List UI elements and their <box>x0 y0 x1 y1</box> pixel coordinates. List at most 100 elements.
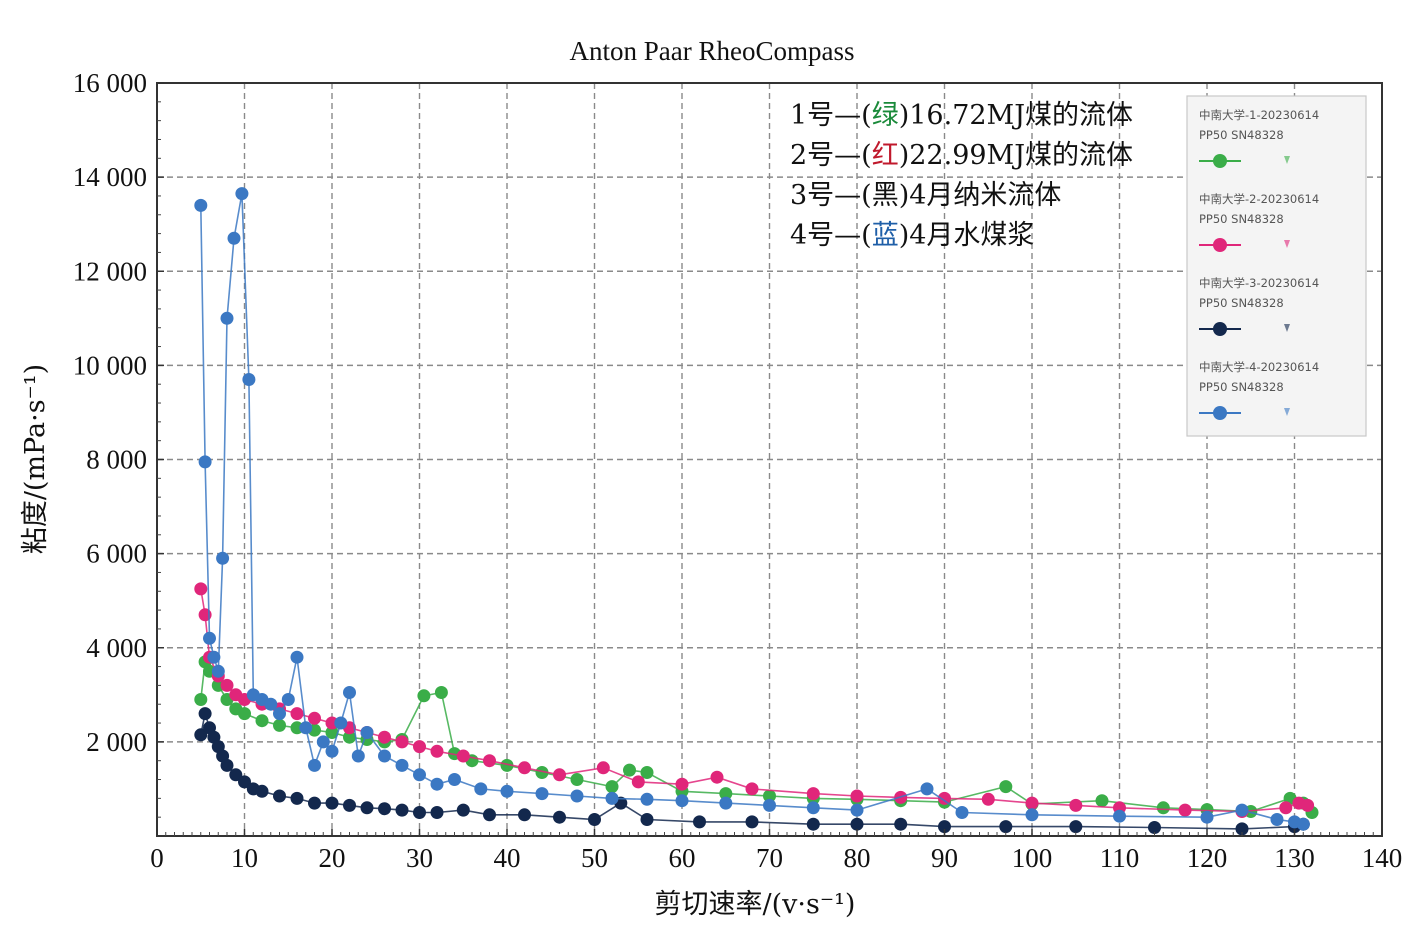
x-tick-label: 100 <box>1012 843 1053 873</box>
annotation-line-4: 4号—(蓝)4月水煤浆 <box>790 220 1034 251</box>
series-1-point <box>719 787 733 801</box>
series-4-point <box>640 792 654 806</box>
series-2-point <box>850 789 864 803</box>
series-layer <box>194 187 1319 836</box>
legend-item-name: 中南大学-1-20230614 <box>1199 108 1319 122</box>
y-tick-label: 2 000 <box>86 727 147 757</box>
series-3-point <box>413 806 426 819</box>
ticks <box>156 82 1383 836</box>
x-tick-label: 140 <box>1362 843 1403 873</box>
x-tick-label: 30 <box>406 843 433 873</box>
series-2-point <box>745 782 759 796</box>
series-4-point <box>1113 809 1126 823</box>
series-3-point <box>378 802 391 816</box>
series-3-point <box>894 817 908 831</box>
legend-sub-marker <box>1284 240 1290 248</box>
series-3-point <box>308 796 321 810</box>
series-4-point <box>281 693 295 706</box>
series-4-point <box>500 784 514 798</box>
series-2-point <box>518 761 531 775</box>
series-3-point <box>220 758 234 772</box>
series-1-point <box>273 718 286 732</box>
series-4-point <box>351 749 365 763</box>
series-4-point <box>227 231 241 245</box>
series-1-point <box>763 789 776 803</box>
series-2-point <box>1301 798 1315 812</box>
series-4-point <box>299 721 313 735</box>
legend-marker <box>1213 154 1227 168</box>
y-tick-label: 6 000 <box>86 539 147 569</box>
series-1-point <box>255 714 269 728</box>
series-3-point <box>999 820 1013 834</box>
y-axis-label: 粘度/(mPa·s⁻¹) <box>20 364 51 554</box>
annotations: 1号—(绿)16.72MJ煤的流体 2号—(红)22.99MJ煤的流体 3号—(黑)… <box>790 100 1133 251</box>
series-4-point <box>343 686 356 699</box>
series-3-point <box>518 808 531 822</box>
series-3-point <box>850 817 864 831</box>
series-3-point <box>745 815 759 829</box>
series-3-point <box>343 798 356 812</box>
series-4-point <box>290 650 304 664</box>
legend-item-name: 中南大学-3-20230614 <box>1199 276 1319 290</box>
series-4-point <box>1025 808 1039 822</box>
x-tick-labels: 0 10 20 30 40 50 60 70 80 90 100 110 120 130 140 <box>150 843 1402 873</box>
series-2-line <box>200 588 1308 813</box>
series-4-point <box>448 773 461 786</box>
series-2-point <box>456 749 470 763</box>
legend-item-sub: PP50 SN48328 <box>1199 380 1284 394</box>
x-tick-label: 120 <box>1187 843 1228 873</box>
series-3-point <box>273 789 286 803</box>
legend-item-sub: PP50 SN48328 <box>1199 212 1284 226</box>
legend-item-sub: PP50 SN48328 <box>1199 296 1284 310</box>
series-3-point <box>255 784 269 798</box>
series-2-point <box>430 744 444 758</box>
series-2-point <box>631 775 645 789</box>
y-tick-label: 4 000 <box>86 633 147 663</box>
series-2-point <box>395 735 409 749</box>
series-4-point <box>273 707 286 721</box>
legend-item-4: 中南大学-4-20230614 PP50 SN48328 <box>1199 360 1319 420</box>
annotation-color-word: 绿 <box>872 100 899 131</box>
series-3-point <box>198 707 212 721</box>
x-tick-label: 40 <box>494 843 521 873</box>
series-4-point <box>413 768 426 782</box>
x-tick-label: 20 <box>319 843 346 873</box>
series-4-point <box>325 744 339 758</box>
series-3-point <box>360 801 374 815</box>
series-1-point <box>1156 801 1170 815</box>
series-2-point <box>413 740 426 754</box>
series-4-point <box>207 650 221 664</box>
x-tick-label: 50 <box>581 843 608 873</box>
series-4-point <box>198 455 212 469</box>
series-3-point <box>588 813 601 826</box>
series-2-point <box>1069 798 1083 812</box>
series-3-point <box>553 810 566 824</box>
series-4-point <box>316 735 330 749</box>
legend-item-2: 中南大学-2-20230614 PP50 SN48328 <box>1199 192 1319 252</box>
series-4-point <box>1235 803 1249 817</box>
legend-box <box>1186 95 1367 437</box>
series-4-point <box>242 373 256 386</box>
series-2-point <box>1279 801 1293 815</box>
series-4-point <box>334 716 348 730</box>
series-1-point <box>535 766 549 779</box>
series-4-point <box>763 798 776 812</box>
series-4-point <box>430 777 444 791</box>
y-tick-label: 10 000 <box>73 350 147 380</box>
x-tick-label: 80 <box>844 843 871 873</box>
series-4-point <box>675 794 689 808</box>
x-tick-label: 90 <box>931 843 958 873</box>
series-2-point <box>596 761 610 775</box>
series-1-point <box>623 763 636 777</box>
series-1-point <box>325 726 339 739</box>
series-2-point <box>675 777 689 791</box>
annotation-suffix: )22.99MJ煤的流体 <box>899 140 1133 171</box>
y-tick-label: 8 000 <box>86 445 147 475</box>
series-3-point <box>238 775 251 789</box>
series-1-point <box>434 686 448 699</box>
legend-item-3: 中南大学-3-20230614 PP50 SN48328 <box>1199 276 1319 336</box>
series-1-point <box>640 766 654 779</box>
series-2-point <box>308 711 321 725</box>
chart-title: Anton Paar RheoCompass <box>570 36 855 66</box>
series-2-point <box>378 730 391 744</box>
